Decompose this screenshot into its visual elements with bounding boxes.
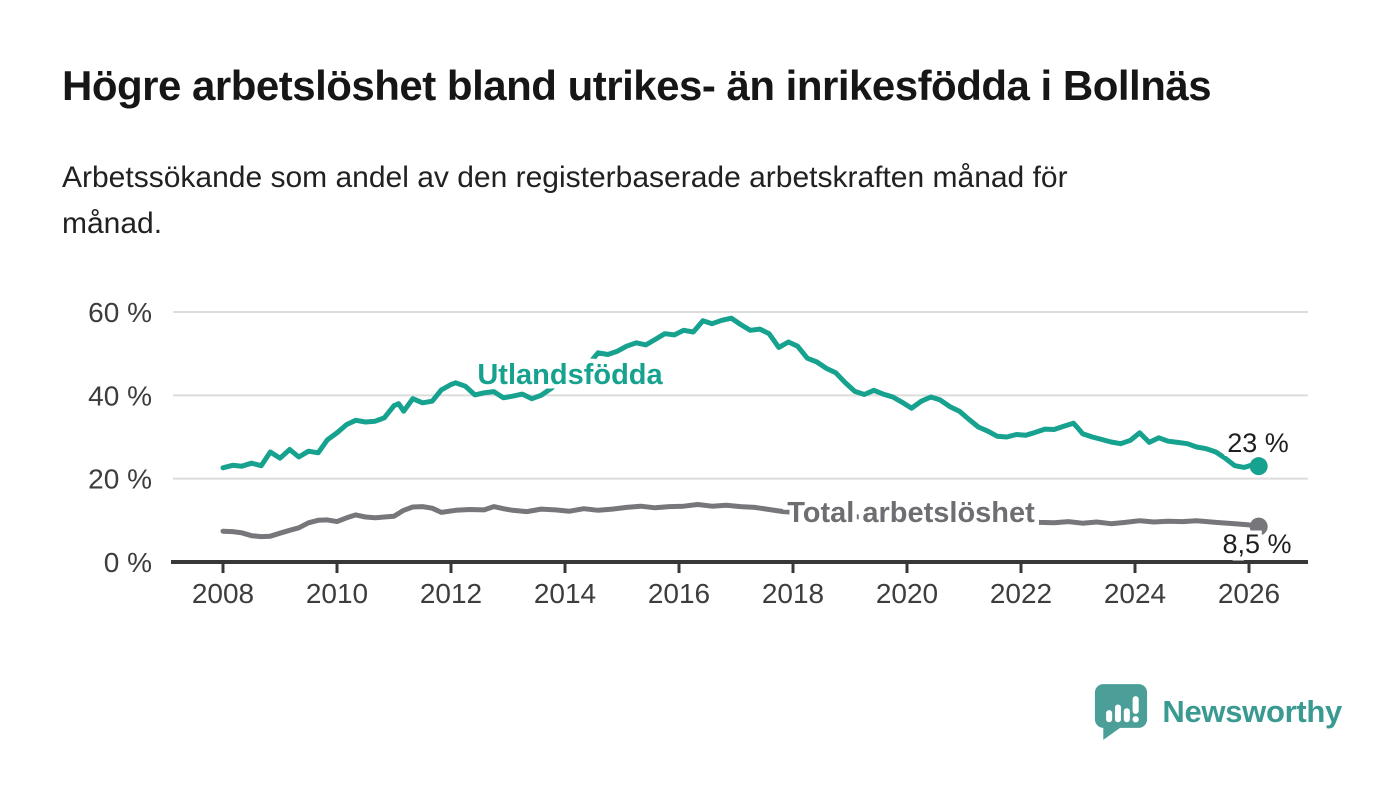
y-tick-label-40pct: 40 % xyxy=(88,380,152,411)
value-label-total: 8,5 % xyxy=(1222,529,1291,559)
series-line-total xyxy=(220,502,1262,540)
y-tick-label-60pct: 60 % xyxy=(88,297,152,328)
x-tick-label-2016: 2016 xyxy=(648,578,710,609)
x-tick-label-2020: 2020 xyxy=(876,578,938,609)
logo-bar-2 xyxy=(1115,704,1122,723)
y-tick-label-0pct: 0 % xyxy=(104,547,152,578)
series-end-dot-total xyxy=(1249,517,1268,536)
series-label-utlandsfodda: Utlandsfödda xyxy=(477,359,663,391)
x-tick-label-2024: 2024 xyxy=(1104,578,1166,609)
series-line-utlandsfodda xyxy=(220,315,1262,471)
x-tick-label-2012: 2012 xyxy=(420,578,482,609)
value-label-utlandsfodda: 23 % xyxy=(1227,428,1289,458)
x-tick-label-2010: 2010 xyxy=(306,578,368,609)
x-tick-label-2014: 2014 xyxy=(534,578,596,609)
x-tick-label-2008: 2008 xyxy=(192,578,254,609)
series-end-dot-utlandsfodda xyxy=(1249,457,1268,476)
x-tick-label-2022: 2022 xyxy=(990,578,1052,609)
chart-subtitle: Arbetssökande som andel av den registerb… xyxy=(62,161,1068,240)
series-label-total: Total arbetslöshet xyxy=(787,497,1035,529)
chart-title: Högre arbetslöshet bland utrikes- än inr… xyxy=(62,62,1212,109)
brand-footer: Newsworthy xyxy=(1094,681,1342,743)
line-chart: 0 % 20 % 40 % 60 % 2008 2010 2012 2014 2016 2018 2… xyxy=(88,297,1308,609)
logo-bar-3 xyxy=(1124,708,1131,723)
brand-wordmark: Newsworthy xyxy=(1162,694,1342,729)
x-tick-label-2026: 2026 xyxy=(1218,578,1280,609)
newsworthy-logo-icon xyxy=(1095,684,1148,740)
logo-exclamation-dot xyxy=(1132,716,1140,723)
logo-bar-1 xyxy=(1106,710,1113,723)
y-tick-label-20pct: 20 % xyxy=(88,464,152,495)
logo-exclamation-bar xyxy=(1133,696,1140,714)
x-tick-label-2018: 2018 xyxy=(762,578,824,609)
